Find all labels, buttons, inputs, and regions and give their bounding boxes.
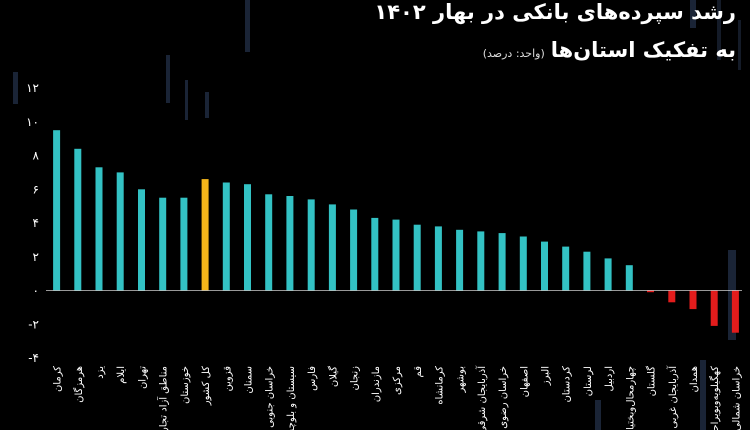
x-tick-label: قزوین	[222, 366, 233, 392]
x-tick-label: سمنان	[244, 366, 255, 394]
bar	[668, 290, 676, 303]
bar	[413, 224, 421, 291]
bar	[138, 189, 145, 291]
bar	[244, 184, 251, 291]
bar	[222, 182, 230, 291]
x-tick-label: کهگیلویه‌وبویراحمد	[709, 366, 721, 430]
bar	[180, 197, 188, 291]
bar	[583, 251, 591, 291]
bar	[625, 265, 633, 291]
x-tick-label: آذربایجان غربی	[666, 365, 679, 429]
y-tick-label: ۲	[33, 250, 39, 264]
x-tick-label: مازندران	[371, 366, 382, 402]
x-tick-label: اصفهان	[519, 366, 530, 397]
x-tick-label: کرمان	[53, 366, 64, 392]
y-tick-label: ۱۰	[26, 115, 39, 129]
bar	[731, 290, 739, 333]
y-tick-label: -۴	[28, 351, 39, 365]
x-tick-label: بوشهر	[456, 366, 467, 393]
y-tick-label: ۱۲	[26, 81, 39, 95]
chart-subtitle: به تفکیک استان‌ها (واحد: درصد)	[483, 38, 736, 62]
x-tick-label: زنجان	[350, 366, 361, 391]
y-axis: -۴ -۲ ۰ ۲ ۴ ۶ ۸ ۱۰ ۱۲	[26, 81, 39, 365]
x-tick-label: کرمانشاه	[434, 366, 445, 405]
x-tick-label: خوزستان	[180, 366, 191, 404]
bar	[434, 226, 442, 291]
bar	[456, 229, 464, 291]
x-tick-label: مرکزی	[392, 366, 403, 395]
x-tick-label: آذربایجان شرقی	[475, 365, 488, 430]
y-tick-label: ۴	[33, 216, 39, 230]
bar	[710, 290, 718, 326]
bar	[647, 290, 654, 293]
x-tick-label: فارس	[307, 366, 318, 391]
bar	[328, 204, 336, 291]
bar	[392, 219, 400, 291]
x-tick-label: همدان	[689, 366, 700, 392]
x-tick-label: خراسان شمالی	[731, 366, 742, 430]
bar	[307, 199, 315, 291]
x-axis-labels: کرمان هرمزگان یزد ایلام تهران مناطق آزاد تجار…	[53, 365, 743, 430]
bar	[371, 217, 379, 291]
x-tick-label: گلستان	[646, 366, 658, 397]
x-tick-label: لرستان	[583, 366, 594, 396]
bar	[519, 236, 527, 291]
bar	[541, 241, 548, 291]
x-tick-label: سیستان و بلوچستان	[286, 366, 297, 430]
x-tick-label: گیلان	[327, 366, 339, 387]
chart-title: رشد سپرده‌های بانکی در بهار ۱۴۰۲	[374, 0, 736, 24]
x-tick-label: کل کشور	[201, 366, 212, 406]
bar	[265, 194, 273, 291]
bar	[95, 167, 103, 291]
x-tick-label: چهارمحال‌وبختیاری	[625, 366, 636, 430]
x-tick-label: خراسان جنوبی	[265, 366, 276, 428]
bar	[159, 197, 167, 291]
x-tick-label: خراسان رضوی	[498, 366, 509, 429]
x-tick-label: هرمزگان	[73, 366, 85, 403]
y-tick-label: ۶	[33, 182, 39, 196]
bar	[604, 258, 612, 291]
bar	[116, 172, 124, 291]
subtitle-text: به تفکیک استان‌ها	[550, 38, 736, 62]
unit-label: (واحد: درصد)	[482, 47, 545, 60]
y-tick-label: -۲	[28, 317, 39, 331]
bar	[689, 290, 697, 310]
bar	[562, 246, 570, 291]
y-tick-label: ۰	[33, 284, 39, 298]
bar	[74, 148, 82, 291]
bar	[477, 231, 485, 291]
x-tick-label: کردستان	[562, 366, 573, 403]
x-tick-label: تهران	[138, 366, 149, 389]
bar	[350, 209, 358, 291]
bar	[498, 233, 506, 291]
y-tick-label: ۸	[33, 149, 40, 163]
bars	[53, 130, 739, 333]
x-tick-label: البرز	[541, 366, 552, 386]
x-tick-label: یزد	[95, 366, 106, 379]
x-tick-label: قم	[413, 366, 424, 378]
bar	[286, 196, 294, 291]
bar	[201, 179, 209, 291]
x-tick-label: ایلام	[116, 366, 127, 384]
bar	[53, 130, 61, 291]
x-tick-label: مناطق آزاد تجاری	[157, 366, 170, 430]
x-tick-label: اردبیل	[604, 366, 615, 391]
